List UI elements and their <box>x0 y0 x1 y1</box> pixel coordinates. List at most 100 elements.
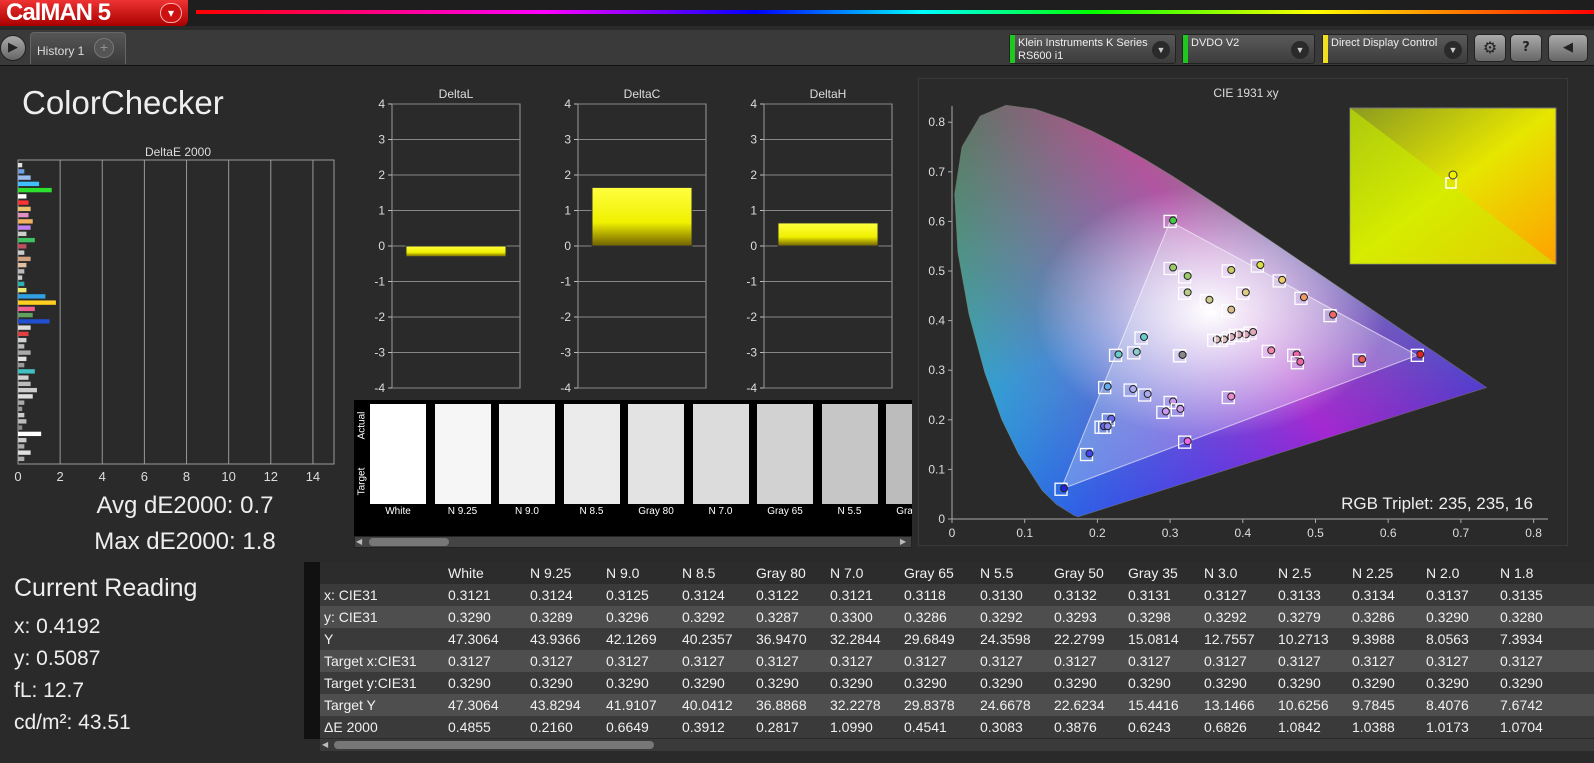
deltae-bar <box>18 256 31 262</box>
table-header-row: White N 9.25 N 9.0 N 8.5 Gray 80 N 7.0 Gray 65… <box>304 562 1594 584</box>
scroll-left-icon[interactable]: ◀ <box>356 537 363 546</box>
measured-point <box>1249 328 1258 336</box>
measured-point <box>1227 266 1236 274</box>
table-cell: 0.3127 <box>830 653 873 669</box>
deltae-bar <box>18 375 29 380</box>
cie-y-tick: 0.4 <box>928 314 945 328</box>
deltae-bar <box>18 394 33 399</box>
swatch-scrollbar[interactable]: ◀ ▶ <box>354 536 912 548</box>
deltae-bar <box>18 162 23 168</box>
table-cell: 0.3127 <box>1204 587 1247 603</box>
measured-point <box>1183 288 1192 297</box>
chevron-down-icon[interactable]: ▼ <box>1152 41 1170 59</box>
deltae-x-tick: 0 <box>14 469 21 484</box>
table-scrollbar[interactable]: ◀ <box>320 739 1594 751</box>
table-cell: 0.3876 <box>1054 719 1097 735</box>
deltae-bar <box>18 231 27 237</box>
deltae-bar <box>18 262 27 268</box>
chevron-down-icon[interactable]: ▼ <box>1444 41 1462 59</box>
table-cell: 9.7845 <box>1352 697 1395 713</box>
reading-x: x: 0.4192 <box>14 615 101 638</box>
help-icon[interactable]: ? <box>1510 34 1542 62</box>
table-cell: 0.3293 <box>1054 609 1097 625</box>
tab-bar: ▶ History 1 + Klein Instruments K Series… <box>0 30 1594 66</box>
cie-x-tick: 0.7 <box>1453 526 1470 540</box>
deltae-x-tick: 4 <box>99 469 106 484</box>
measured-point <box>1227 392 1236 401</box>
measured-point <box>1278 275 1287 284</box>
gear-icon[interactable]: ⚙ <box>1474 34 1506 62</box>
column-header: N 2.25 <box>1352 565 1394 581</box>
device-source[interactable]: DVDO V2 ▼ <box>1182 34 1315 64</box>
app-logo[interactable]: CalMAN 5 <box>0 0 188 26</box>
scroll-thumb[interactable] <box>369 538 449 546</box>
table-cell: 0.3279 <box>1278 609 1321 625</box>
delta-bar <box>777 222 879 247</box>
scroll-thumb[interactable] <box>334 741 654 749</box>
table-cell: 1.0990 <box>830 719 873 735</box>
deltae-bar <box>18 169 25 174</box>
color-swatch <box>821 404 878 504</box>
table-cell: 15.4416 <box>1128 697 1179 713</box>
cie-x-tick: 0 <box>949 526 956 540</box>
device-status-bar <box>1323 35 1328 63</box>
table-cell: 12.7557 <box>1204 631 1255 647</box>
table-cell: 40.0412 <box>682 697 733 713</box>
row-label: Target y:CIE31 <box>324 675 417 691</box>
table-cell: 8.4076 <box>1426 697 1469 713</box>
table-cell: 7.6742 <box>1500 697 1543 713</box>
measured-point <box>1256 261 1265 270</box>
delta-y-tick: 3 <box>564 133 571 147</box>
chevron-down-icon[interactable]: ▼ <box>1291 41 1309 59</box>
app-menu-button[interactable]: ▾ <box>160 3 182 23</box>
table-cell: 0.3127 <box>1426 653 1469 669</box>
row-label: y: CIE31 <box>324 609 378 625</box>
cie-y-tick: 0 <box>938 512 945 526</box>
delta-y-tick: -1 <box>560 275 571 289</box>
add-tab-icon[interactable]: + <box>94 38 114 58</box>
table-cell: 24.6678 <box>980 697 1031 713</box>
delta-y-tick: -1 <box>746 275 757 289</box>
delta-y-tick: -3 <box>374 346 385 360</box>
device-meter[interactable]: Klein Instruments K Series RS600 i1 ▼ <box>1009 34 1176 64</box>
play-icon[interactable]: ▶ <box>0 35 26 61</box>
table-cell: 0.3127 <box>756 653 799 669</box>
deltae-bar <box>18 450 31 455</box>
delta-y-tick: 1 <box>750 204 757 218</box>
table-cell: 0.3127 <box>530 653 573 669</box>
inset-reading-marker <box>1448 170 1458 180</box>
table-row: Target Y 47.3064 43.8294 41.9107 40.0412 36.8… <box>304 694 1594 716</box>
table-cell: 0.3290 <box>1500 675 1543 691</box>
swatch-label: N 9.0 <box>515 506 539 517</box>
table-cell: 0.3134 <box>1352 587 1395 603</box>
column-header: Gray 35 <box>1128 565 1178 581</box>
table-row: ΔE 2000 0.4855 0.2160 0.6649 0.3912 0.2817 1.0… <box>304 716 1594 738</box>
scroll-left-icon[interactable]: ◀ <box>322 740 329 749</box>
delta-y-tick: 0 <box>564 239 571 253</box>
delta-chart-title: DeltaC <box>624 87 661 101</box>
deltae-bar <box>18 175 31 180</box>
measured-point <box>1176 404 1185 413</box>
deltae-bar <box>18 219 33 224</box>
table-cell: 0.3127 <box>448 653 491 669</box>
device-display[interactable]: Direct Display Control ▼ <box>1322 34 1468 64</box>
column-header: N 1.8 <box>1500 565 1534 581</box>
delta-y-tick: -3 <box>560 346 571 360</box>
page-title: ColorChecker <box>22 84 224 121</box>
cie-title: CIE 1931 xy <box>1213 86 1278 100</box>
column-header: Gray 65 <box>904 565 954 581</box>
back-icon[interactable]: ◀ <box>1548 34 1588 62</box>
deltae-bar <box>18 194 27 199</box>
table-cell: 1.0704 <box>1500 719 1543 735</box>
scroll-right-icon[interactable]: ▶ <box>900 537 907 546</box>
table-cell: 0.2160 <box>530 719 573 735</box>
table-cell: 0.3290 <box>606 675 649 691</box>
actual-label: Actual <box>356 411 368 440</box>
column-header: N 7.0 <box>830 565 864 581</box>
table-cell: 32.2278 <box>830 697 881 713</box>
delta-y-tick: -4 <box>374 381 385 395</box>
max-de-label: Max dE2000: 1.8 <box>94 528 276 555</box>
deltae-bar <box>18 212 29 218</box>
table-cell: 0.3131 <box>1128 587 1171 603</box>
delta-y-tick: 0 <box>378 239 385 253</box>
